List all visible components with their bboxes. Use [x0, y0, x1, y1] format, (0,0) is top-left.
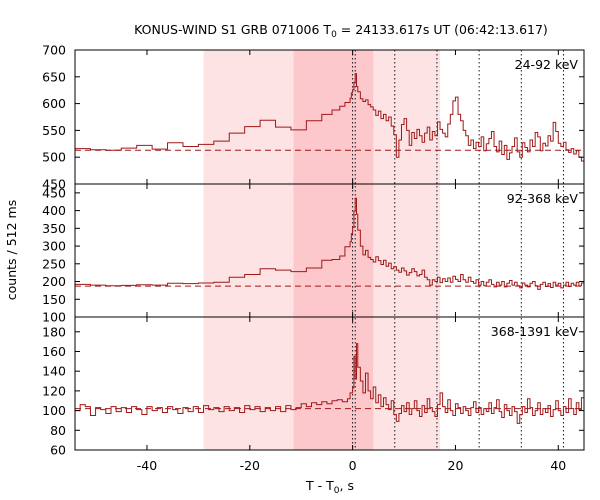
y-tick-label: 100: [42, 310, 66, 325]
y-tick-label: 140: [42, 364, 66, 379]
panel-frame: [74, 316, 585, 451]
y-tick-label: 150: [42, 292, 66, 307]
x-axis: -40 -20 0 20 40: [137, 458, 567, 473]
y-tick-label: 650: [42, 69, 66, 84]
energy-band-label: 24-92 keV: [515, 57, 579, 72]
y-tick-label: 550: [42, 123, 66, 138]
y-tick-label: 700: [42, 43, 66, 58]
vertical-markers: [352, 50, 564, 450]
chart-title: KONUS-WIND S1 GRB 071006 T0 = 24133.617s…: [134, 22, 548, 40]
panel-3: 60 80 100 120 140 160 180 368-1391 keV: [42, 316, 585, 458]
y-tick-label: 60: [50, 443, 66, 458]
y-tick-label: 300: [42, 239, 66, 254]
y-tick-label: 200: [42, 274, 66, 289]
energy-band-label: 92-368 keV: [507, 191, 579, 206]
panel-1: 450 500 550 600 650 700 24-92 keV: [42, 43, 585, 192]
y-tick-label: 600: [42, 96, 66, 111]
y-tick-label: 350: [42, 221, 66, 236]
x-tick-label: -20: [240, 458, 260, 473]
shaded-regions: [203, 50, 441, 450]
y-tick-label: 80: [50, 423, 66, 438]
energy-band-label: 368-1391 keV: [491, 324, 579, 339]
x-tick-label: 40: [550, 458, 566, 473]
light-curve-series: [75, 73, 584, 162]
y-tick-label: 100: [42, 403, 66, 418]
y-tick-label: 400: [42, 203, 66, 218]
y-tick-label: 180: [42, 324, 66, 339]
light-curve-series: [75, 343, 584, 424]
dark-region: [293, 50, 374, 450]
y-axis-label: counts / 512 ms: [4, 200, 19, 300]
panels: 450 500 550 600 650 700 24-92 keV 100 150 200 250 3…: [42, 43, 585, 458]
x-axis-label: T - T0, s: [305, 478, 354, 496]
y-tick-label: 120: [42, 383, 66, 398]
light-curve-series: [75, 197, 584, 290]
y-tick-label: 450: [42, 177, 66, 192]
x-tick-label: 0: [349, 458, 357, 473]
x-tick-label: 20: [448, 458, 464, 473]
y-tick-label: 250: [42, 256, 66, 271]
y-tick-label: 500: [42, 150, 66, 165]
y-tick-label: 160: [42, 344, 66, 359]
x-tick-label: -40: [137, 458, 157, 473]
y-tick-label: 450: [42, 185, 66, 200]
